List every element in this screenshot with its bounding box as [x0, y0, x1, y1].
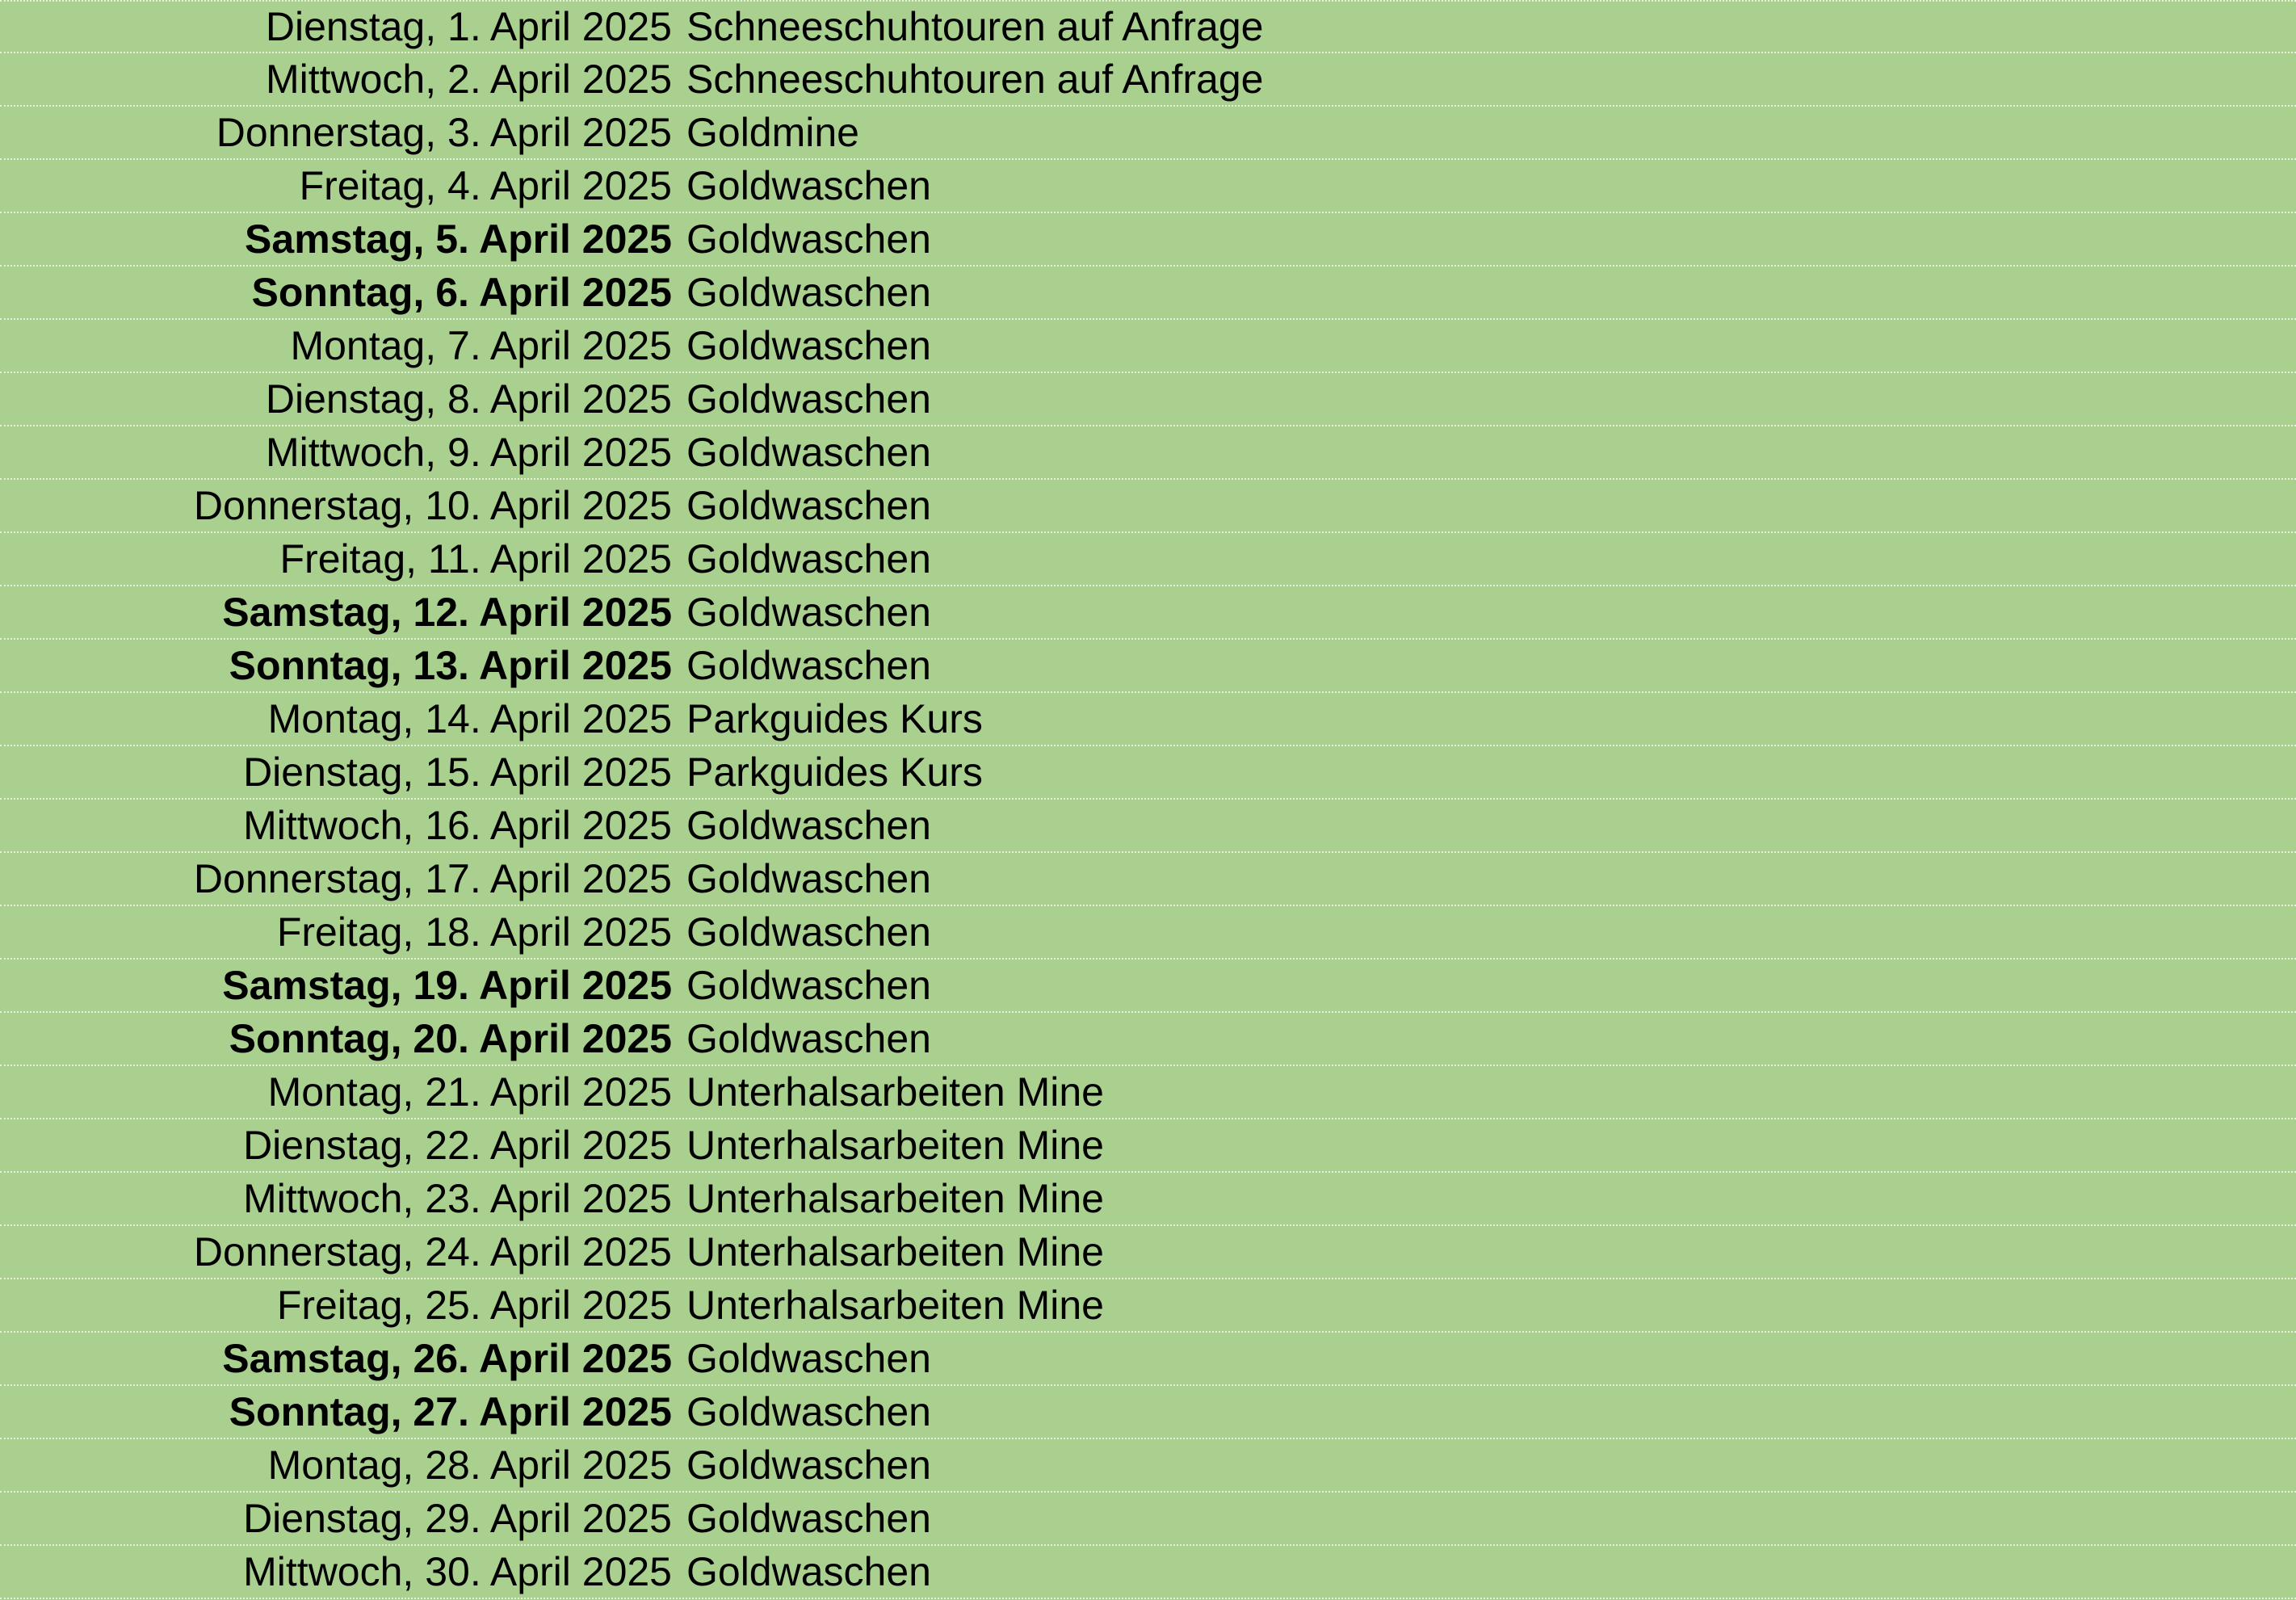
table-row: Freitag, 4. April 2025 Goldwaschen — [0, 160, 2296, 213]
activity-cell[interactable]: Goldwaschen — [686, 1336, 931, 1381]
date-cell[interactable]: Montag, 7. April 2025 — [290, 323, 672, 368]
activity-cell[interactable]: Goldwaschen — [686, 163, 931, 208]
activity-cell[interactable]: Goldmine — [686, 110, 859, 155]
date-cell[interactable]: Dienstag, 22. April 2025 — [243, 1123, 672, 1168]
table-row: Donnerstag, 10. April 2025 Goldwaschen — [0, 480, 2296, 533]
table-row: Donnerstag, 24. April 2025 Unterhalsarbei… — [0, 1226, 2296, 1279]
table-row: Samstag, 12. April 2025 Goldwaschen — [0, 586, 2296, 640]
date-cell[interactable]: Mittwoch, 16. April 2025 — [243, 803, 672, 848]
table-row: Freitag, 25. April 2025 Unterhalsarbeiten… — [0, 1279, 2296, 1333]
activity-cell[interactable]: Goldwaschen — [686, 963, 931, 1008]
activity-cell[interactable]: Unterhalsarbeiten Mine — [686, 1283, 1104, 1328]
date-cell[interactable]: Mittwoch, 2. April 2025 — [265, 57, 672, 102]
date-cell[interactable]: Sonntag, 20. April 2025 — [229, 1016, 672, 1061]
activity-cell[interactable]: Goldwaschen — [686, 1496, 931, 1541]
activity-cell[interactable]: Goldwaschen — [686, 376, 931, 422]
date-cell[interactable]: Donnerstag, 3. April 2025 — [216, 110, 672, 155]
activity-cell[interactable]: Goldwaschen — [686, 216, 931, 262]
date-cell[interactable]: Samstag, 12. April 2025 — [222, 590, 672, 635]
activity-cell[interactable]: Unterhalsarbeiten Mine — [686, 1123, 1104, 1168]
date-cell[interactable]: Dienstag, 8. April 2025 — [265, 376, 672, 422]
date-cell[interactable]: Montag, 21. April 2025 — [267, 1069, 672, 1115]
date-cell[interactable]: Montag, 28. April 2025 — [267, 1443, 672, 1488]
table-row: Freitag, 11. April 2025 Goldwaschen — [0, 533, 2296, 586]
table-row: Sonntag, 6. April 2025 Goldwaschen — [0, 267, 2296, 320]
activity-cell[interactable]: Schneeschuhtouren auf Anfrage — [686, 57, 1264, 102]
activity-cell[interactable]: Goldwaschen — [686, 909, 931, 955]
table-row: Montag, 14. April 2025 Parkguides Kurs — [0, 693, 2296, 746]
table-row: Sonntag, 27. April 2025 Goldwaschen — [0, 1386, 2296, 1439]
date-cell[interactable]: Sonntag, 27. April 2025 — [229, 1389, 672, 1434]
date-cell[interactable]: Donnerstag, 24. April 2025 — [193, 1229, 672, 1275]
table-row: Montag, 21. April 2025 Unterhalsarbeiten … — [0, 1066, 2296, 1119]
table-row: Donnerstag, 17. April 2025 Goldwaschen — [0, 853, 2296, 906]
activity-cell[interactable]: Goldwaschen — [686, 536, 931, 582]
date-cell[interactable]: Donnerstag, 17. April 2025 — [193, 856, 672, 901]
table-row: Mittwoch, 23. April 2025 Unterhalsarbeite… — [0, 1173, 2296, 1226]
date-cell[interactable]: Sonntag, 13. April 2025 — [229, 643, 672, 688]
date-cell[interactable]: Samstag, 5. April 2025 — [245, 216, 672, 262]
table-row: Dienstag, 22. April 2025 Unterhalsarbeite… — [0, 1119, 2296, 1173]
table-row: Dienstag, 15. April 2025 Parkguides Kurs — [0, 746, 2296, 800]
table-row: Mittwoch, 16. April 2025 Goldwaschen — [0, 800, 2296, 853]
table-row: Dienstag, 8. April 2025 Goldwaschen — [0, 373, 2296, 426]
activity-cell[interactable]: Goldwaschen — [686, 856, 931, 901]
date-cell[interactable]: Dienstag, 29. April 2025 — [243, 1496, 672, 1541]
activity-cell[interactable]: Goldwaschen — [686, 803, 931, 848]
activity-cell[interactable]: Unterhalsarbeiten Mine — [686, 1069, 1104, 1115]
date-cell[interactable]: Freitag, 4. April 2025 — [299, 163, 672, 208]
date-cell[interactable]: Dienstag, 1. April 2025 — [265, 4, 672, 49]
table-row: Dienstag, 1. April 2025 Schneeschuhtouren… — [0, 0, 2296, 53]
table-row: Montag, 28. April 2025 Goldwaschen — [0, 1439, 2296, 1493]
table-row: Mittwoch, 30. April 2025 Goldwaschen — [0, 1546, 2296, 1599]
table-row: Mittwoch, 2. April 2025 Schneeschuhtouren… — [0, 53, 2296, 107]
activity-cell[interactable]: Parkguides Kurs — [686, 750, 983, 795]
table-row: Mittwoch, 9. April 2025 Goldwaschen — [0, 426, 2296, 480]
activity-cell[interactable]: Goldwaschen — [686, 1389, 931, 1434]
date-cell[interactable]: Freitag, 11. April 2025 — [279, 536, 672, 582]
activity-cell[interactable]: Parkguides Kurs — [686, 696, 983, 741]
table-row: Dienstag, 29. April 2025 Goldwaschen — [0, 1493, 2296, 1546]
activity-cell[interactable]: Goldwaschen — [686, 483, 931, 528]
table-row: Donnerstag, 3. April 2025 Goldmine — [0, 107, 2296, 160]
date-cell[interactable]: Donnerstag, 10. April 2025 — [193, 483, 672, 528]
date-cell[interactable]: Samstag, 19. April 2025 — [222, 963, 672, 1008]
activity-cell[interactable]: Unterhalsarbeiten Mine — [686, 1176, 1104, 1221]
table-row: Sonntag, 20. April 2025 Goldwaschen — [0, 1013, 2296, 1066]
table-row: Montag, 7. April 2025 Goldwaschen — [0, 320, 2296, 373]
activity-cell[interactable]: Goldwaschen — [686, 1016, 931, 1061]
date-cell[interactable]: Sonntag, 6. April 2025 — [251, 270, 672, 315]
date-cell[interactable]: Mittwoch, 9. April 2025 — [265, 430, 672, 475]
activity-cell[interactable]: Goldwaschen — [686, 1549, 931, 1594]
date-cell[interactable]: Montag, 14. April 2025 — [267, 696, 672, 741]
activity-cell[interactable]: Goldwaschen — [686, 270, 931, 315]
date-cell[interactable]: Freitag, 25. April 2025 — [276, 1283, 672, 1328]
activity-cell[interactable]: Goldwaschen — [686, 323, 931, 368]
date-cell[interactable]: Freitag, 18. April 2025 — [276, 909, 672, 955]
date-cell[interactable]: Dienstag, 15. April 2025 — [243, 750, 672, 795]
activity-cell[interactable]: Goldwaschen — [686, 1443, 931, 1488]
date-cell[interactable]: Mittwoch, 23. April 2025 — [243, 1176, 672, 1221]
activity-cell[interactable]: Unterhalsarbeiten Mine — [686, 1229, 1104, 1275]
activity-cell[interactable]: Goldwaschen — [686, 590, 931, 635]
table-row: Sonntag, 13. April 2025 Goldwaschen — [0, 640, 2296, 693]
date-cell[interactable]: Mittwoch, 30. April 2025 — [243, 1549, 672, 1594]
table-row: Samstag, 19. April 2025 Goldwaschen — [0, 960, 2296, 1013]
activity-cell[interactable]: Goldwaschen — [686, 643, 931, 688]
table-row: Freitag, 18. April 2025 Goldwaschen — [0, 906, 2296, 960]
table-row: Samstag, 26. April 2025 Goldwaschen — [0, 1333, 2296, 1386]
table-row: Samstag, 5. April 2025 Goldwaschen — [0, 213, 2296, 267]
activity-cell[interactable]: Schneeschuhtouren auf Anfrage — [686, 4, 1264, 49]
activity-cell[interactable]: Goldwaschen — [686, 430, 931, 475]
date-cell[interactable]: Samstag, 26. April 2025 — [222, 1336, 672, 1381]
